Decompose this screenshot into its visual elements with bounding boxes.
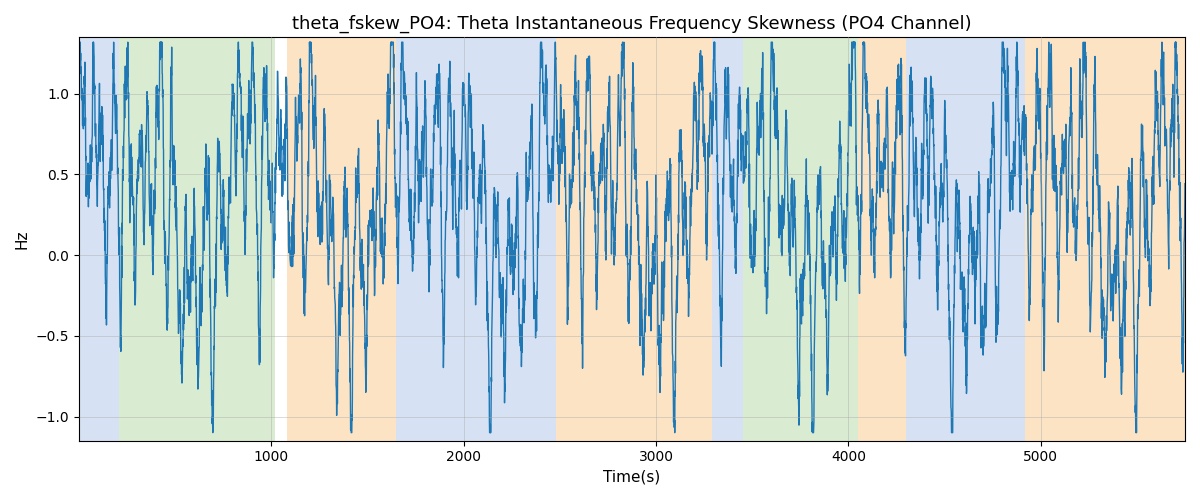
Bar [79,38,119,440]
Bar [1025,38,1186,440]
Bar [712,38,743,440]
Bar [396,38,556,440]
Y-axis label: Hz: Hz [14,230,30,249]
X-axis label: Time(s): Time(s) [604,470,660,485]
Bar [743,38,858,440]
Bar [119,38,275,440]
Bar [287,38,396,440]
Bar [858,38,906,440]
Title: theta_fskew_PO4: Theta Instantaneous Frequency Skewness (PO4 Channel): theta_fskew_PO4: Theta Instantaneous Fre… [292,15,972,34]
Bar [556,38,712,440]
Bar [906,38,1025,440]
